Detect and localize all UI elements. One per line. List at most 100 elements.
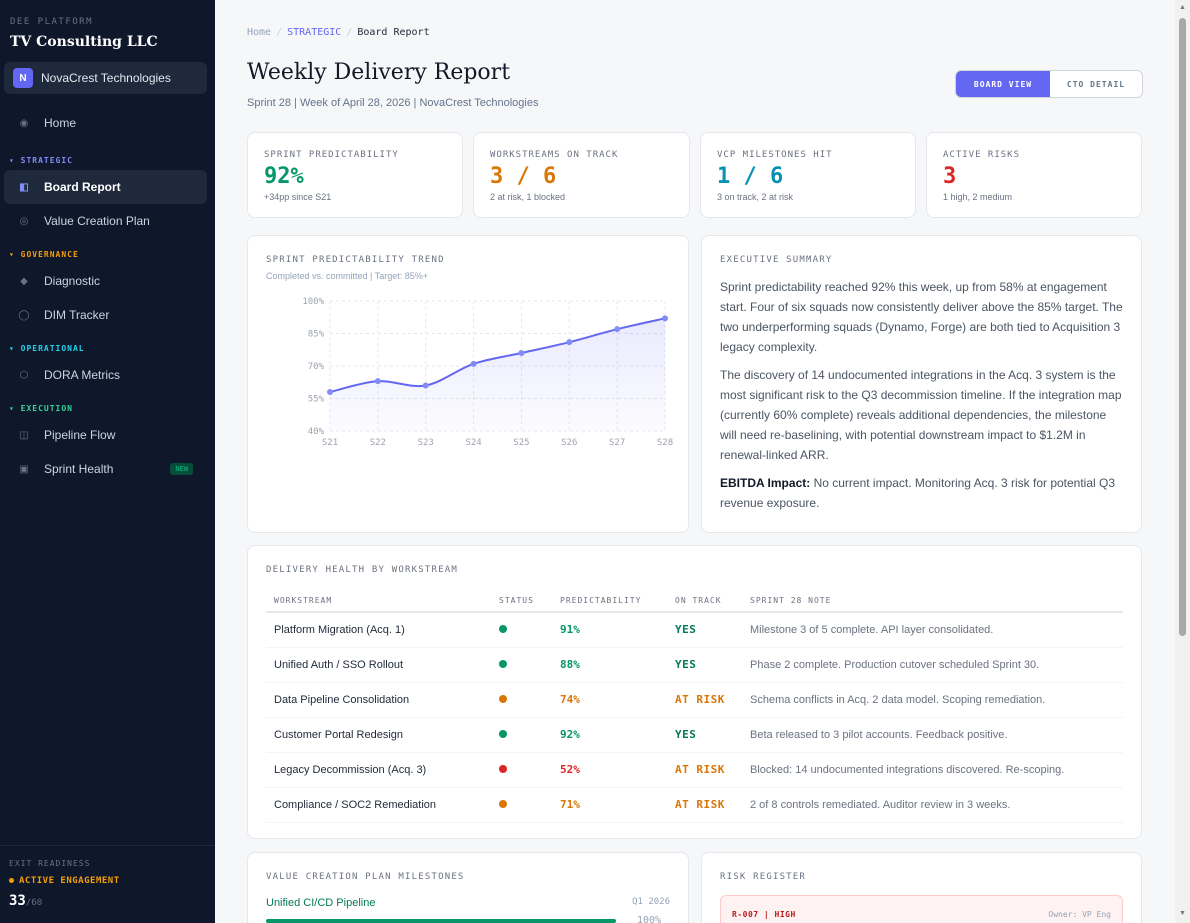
cto-detail-button[interactable]: CTO DETAIL — [1066, 79, 1126, 89]
kpi-sub: +34pp since S21 — [264, 192, 332, 202]
predictability-value: 52% — [552, 752, 667, 788]
sidebar-item-label: Pipeline Flow — [44, 428, 116, 442]
sidebar-item-dora-metrics[interactable]: ⬡ DORA Metrics — [4, 358, 207, 392]
page-subtitle: Sprint 28 | Week of April 28, 2026 | Nov… — [247, 97, 539, 109]
section-strategic: ▾ STRATEGIC — [9, 156, 73, 165]
milestones-title: VALUE CREATION PLAN MILESTONES — [266, 872, 465, 882]
breadcrumb-home[interactable]: Home — [247, 27, 272, 38]
data-point — [327, 389, 333, 395]
table-row[interactable]: Platform Migration (Acq. 1) 91% YES Milesto… — [266, 612, 1123, 648]
y-tick-label: 40% — [308, 427, 325, 437]
table-header-row: WORKSTREAM STATUS PREDICTABILITY ON TRAC… — [266, 590, 1123, 613]
sidebar-item-label: DIM Tracker — [44, 308, 110, 322]
kpi-card: VCP MILESTONES HIT 1 / 6 3 on track, 2 a… — [700, 132, 916, 218]
workstream-health-card: DELIVERY HEALTH BY WORKSTREAM WORKSTREAM… — [247, 545, 1142, 839]
sidebar-item-sprint-health[interactable]: ▣ Sprint Health NEW — [4, 452, 207, 486]
status-dot-icon — [499, 659, 507, 668]
status-dot-icon — [499, 799, 507, 808]
sidebar: DEE PLATFORM TV Consulting LLC N NovaCre… — [0, 0, 215, 923]
table-row[interactable]: Legacy Decommission (Acq. 3) 52% AT RISK Bl… — [266, 752, 1123, 788]
predictability-chart: 100% 85% 70% 55% 40%S21 S22 S23 S24 S25 S26 S27 S28 — [302, 297, 673, 448]
x-tick-label: S26 — [561, 438, 577, 448]
data-point — [470, 360, 477, 367]
exit-readiness-label: EXIT READINESS — [9, 859, 91, 868]
status-dot-icon — [499, 729, 507, 738]
risk-id: R-007 | HIGH — [732, 910, 796, 919]
scroll-down-arrow-icon[interactable]: ▼ — [1179, 910, 1186, 917]
sidebar-item-label: Board Report — [44, 180, 121, 194]
predictability-value: 71% — [552, 787, 667, 823]
target-icon: ◎ — [19, 215, 29, 227]
hexagon-icon: ⬡ — [19, 369, 29, 381]
trend-area — [330, 318, 665, 431]
sidebar-item-diagnostic[interactable]: ◆ Diagnostic — [4, 264, 207, 298]
data-point — [422, 382, 429, 389]
x-tick-label: S23 — [418, 438, 434, 448]
sidebar-item-home[interactable]: ◉ Home — [4, 106, 207, 140]
sidebar-item-board-report[interactable]: ◧ Board Report — [4, 170, 207, 204]
org-switcher[interactable]: N NovaCrest Technologies — [4, 62, 207, 94]
predictability-value: 91% — [552, 612, 667, 648]
kpi-value: 3 / 6 — [490, 164, 557, 189]
table-row[interactable]: Customer Portal Redesign 92% YES Beta relea… — [266, 717, 1123, 753]
pipeline-icon: ◫ — [19, 429, 29, 441]
predictability-value: 88% — [552, 647, 667, 683]
milestone-percent: 100% — [637, 915, 662, 923]
chart-subtitle: Completed vs. committed | Target: 85%+ — [266, 271, 428, 281]
status-dot-icon — [9, 878, 14, 883]
sidebar-item-dim-tracker[interactable]: ◯ DIM Tracker — [4, 298, 207, 332]
workstream-title: DELIVERY HEALTH BY WORKSTREAM — [266, 565, 458, 575]
risk-register-card: RISK REGISTER R-007 | HIGH Owner: VP Eng — [701, 852, 1142, 923]
scroll-thumb[interactable] — [1179, 18, 1186, 636]
workstream-name: Compliance / SOC2 Remediation — [266, 787, 491, 823]
status-dot-icon — [499, 624, 507, 633]
table-row[interactable]: Data Pipeline Consolidation 74% AT RISK Sch… — [266, 682, 1123, 718]
ebitda-label: EBITDA Impact: — [720, 476, 811, 490]
data-point — [518, 350, 525, 356]
column-header: ON TRACK — [667, 590, 742, 613]
view-toggle: BOARD VIEW CTO DETAIL — [955, 70, 1143, 98]
org-name: NovaCrest Technologies — [41, 71, 171, 85]
predictability-trend-card: SPRINT PREDICTABILITY TREND Completed vs… — [247, 235, 689, 533]
kpi-card: WORKSTREAMS ON TRACK 3 / 6 2 at risk, 1 … — [473, 132, 690, 218]
page-title: Weekly Delivery Report — [247, 60, 511, 85]
kpi-card: SPRINT PREDICTABILITY 92% +34pp since S2… — [247, 132, 463, 218]
kpi-sub: 3 on track, 2 at risk — [717, 192, 794, 202]
risk-owner: Owner: VP Eng — [1048, 910, 1111, 919]
sidebar-item-pipeline-flow[interactable]: ◫ Pipeline Flow — [4, 418, 207, 452]
board-report-icon: ◧ — [19, 181, 29, 193]
circle-icon: ◯ — [18, 309, 30, 321]
platform-label: DEE PLATFORM — [10, 17, 94, 27]
section-governance: ▾ GOVERNANCE — [9, 250, 79, 259]
status-cell — [491, 787, 552, 823]
data-point — [566, 339, 573, 346]
table-row[interactable]: Unified Auth / SSO Rollout 88% YES Phase 2 … — [266, 647, 1123, 683]
risk-item[interactable]: R-007 | HIGH Owner: VP Eng — [720, 895, 1123, 923]
sidebar-item-label: DORA Metrics — [44, 368, 121, 382]
kpi-sub: 1 high, 2 medium — [943, 192, 1013, 202]
scroll-up-arrow-icon[interactable]: ▲ — [1179, 4, 1186, 11]
workstream-table: WORKSTREAM STATUS PREDICTABILITY ON TRAC… — [266, 590, 1123, 823]
sidebar-item-label: Home — [44, 116, 77, 130]
kpi-label: ACTIVE RISKS — [943, 150, 1021, 160]
workstream-name: Platform Migration (Acq. 1) — [266, 612, 491, 648]
y-tick-label: 100% — [302, 297, 324, 307]
section-operational: ▾ OPERATIONAL — [9, 344, 85, 353]
board-view-button[interactable]: BOARD VIEW — [956, 71, 1050, 97]
kpi-value: 3 — [943, 164, 957, 189]
table-row[interactable]: Compliance / SOC2 Remediation 71% AT RISK 2… — [266, 787, 1123, 823]
page-scrollbar[interactable]: ▲ ▼ — [1175, 0, 1190, 923]
summary-paragraph: The discovery of 14 undocumented integra… — [720, 368, 1122, 462]
summary-body: Sprint predictability reached 92% this w… — [720, 277, 1125, 521]
org-avatar: N — [13, 68, 33, 88]
milestone-name[interactable]: Unified CI/CD Pipeline — [266, 897, 376, 909]
exit-readiness: EXIT READINESS ACTIVE ENGAGEMENT 33/60 — [0, 845, 215, 923]
breadcrumb: Home / STRATEGIC / Board Report — [247, 27, 430, 38]
column-header: SPRINT 28 NOTE — [742, 590, 1123, 613]
breadcrumb-section[interactable]: STRATEGIC — [287, 27, 342, 38]
kpi-label: VCP MILESTONES HIT — [717, 150, 833, 160]
new-badge: NEW — [170, 463, 193, 475]
chart-title: SPRINT PREDICTABILITY TREND — [266, 255, 445, 265]
sidebar-item-value-creation-plan[interactable]: ◎ Value Creation Plan — [4, 204, 207, 238]
readiness-score: 33/60 — [9, 893, 43, 909]
